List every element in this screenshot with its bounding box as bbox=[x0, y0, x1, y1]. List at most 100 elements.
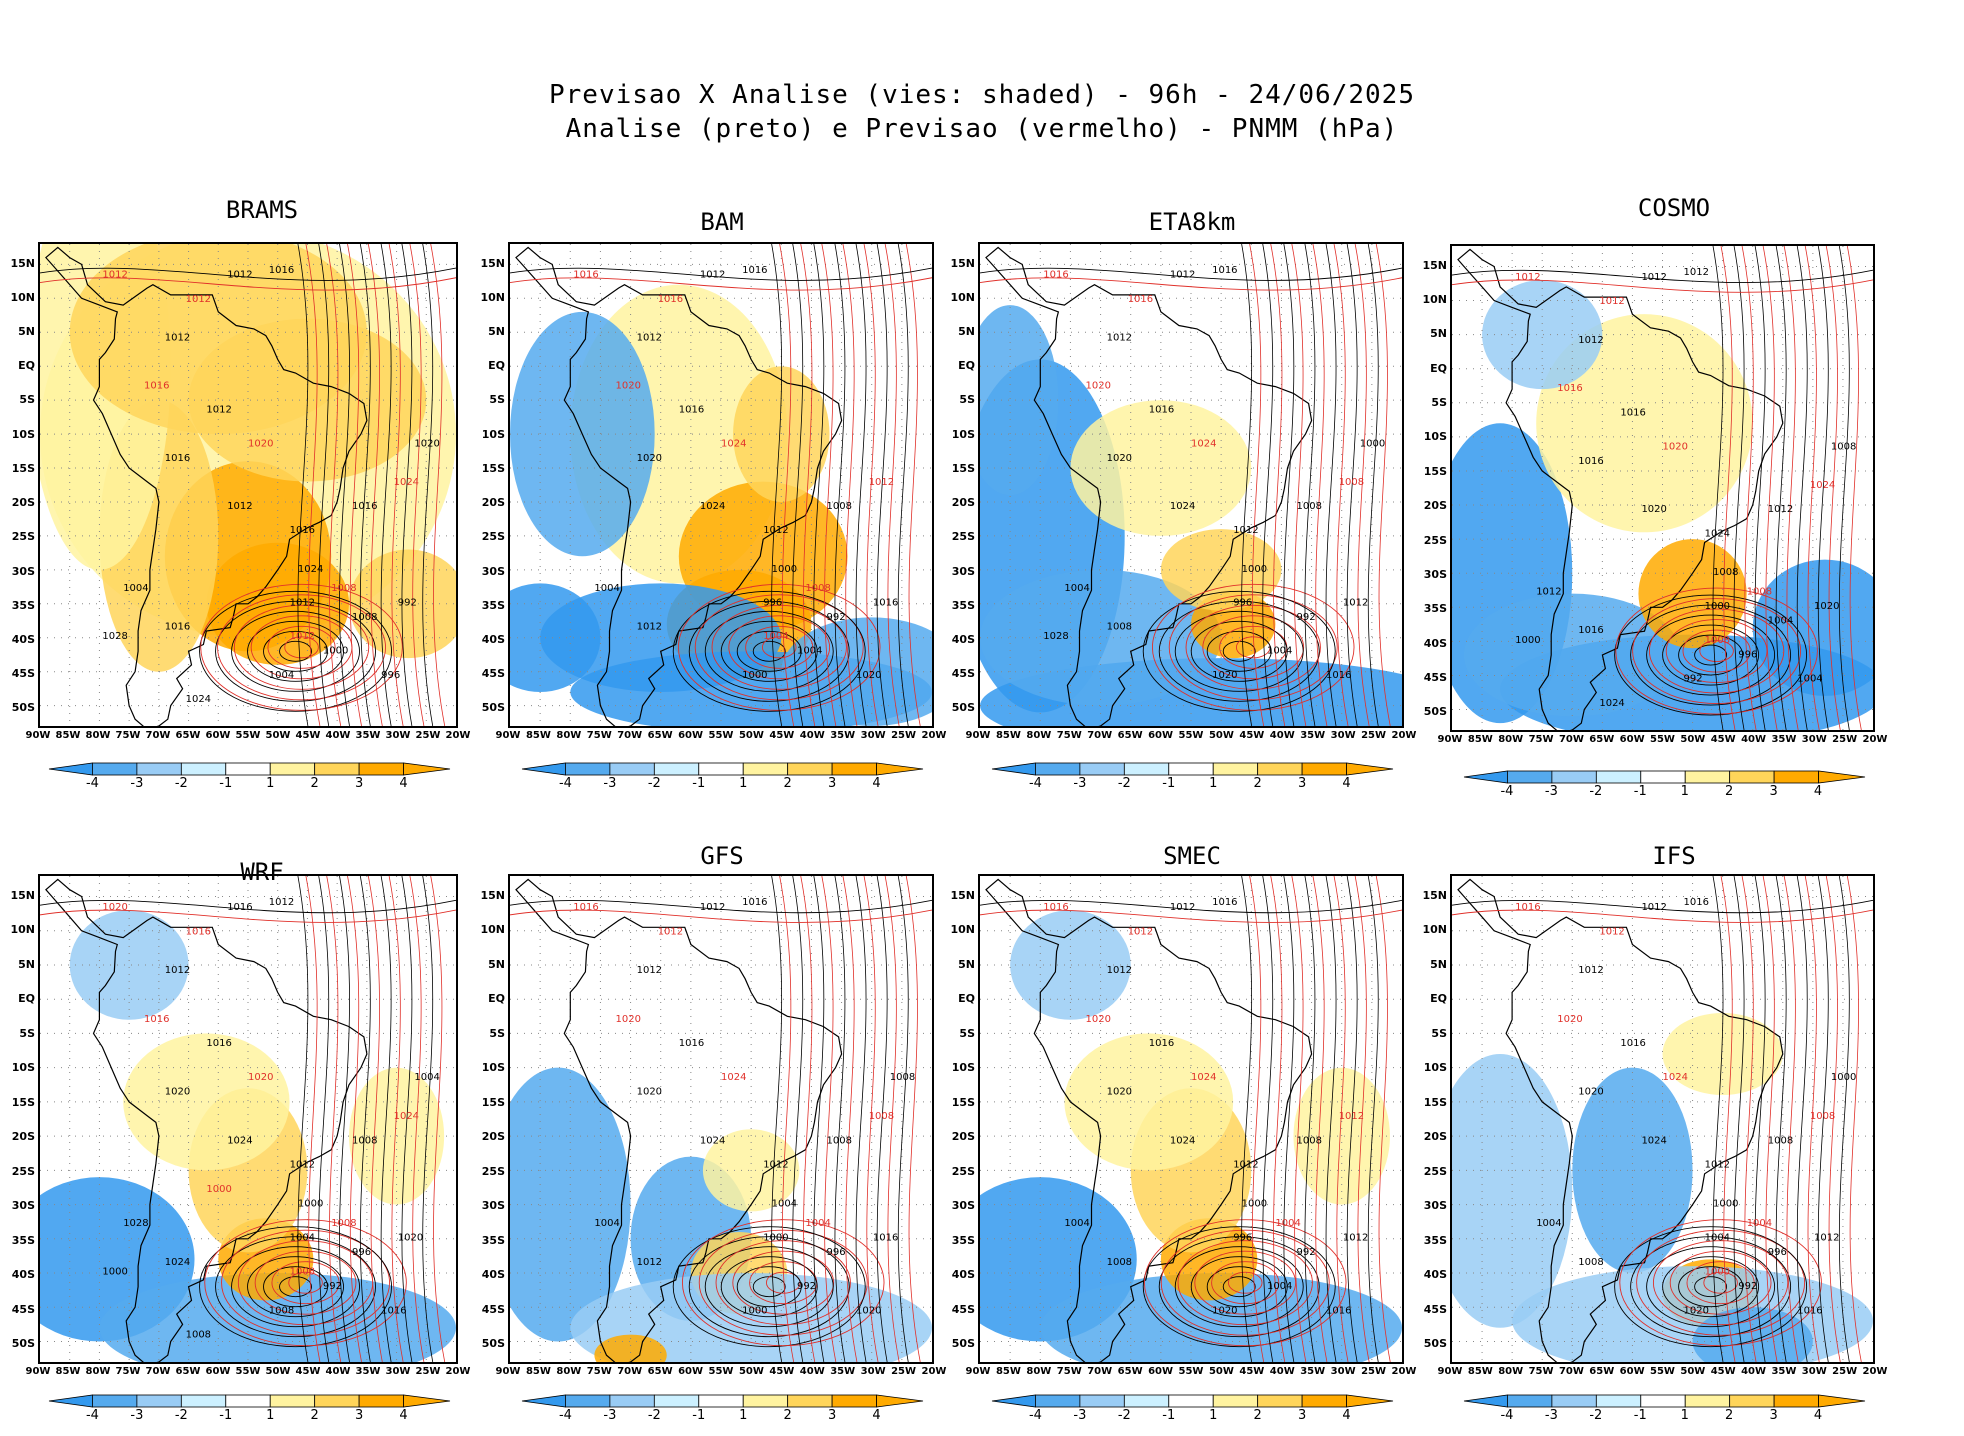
colorbar-segment bbox=[609, 1394, 655, 1408]
colorbar-label: 3 bbox=[827, 1408, 837, 1423]
longitude-label: 50W bbox=[738, 1366, 764, 1377]
analysis-isobar-label: 1012 bbox=[1170, 902, 1195, 913]
forecast-isobar bbox=[1846, 876, 1862, 1362]
longitude-label: 55W bbox=[1650, 1366, 1675, 1377]
colorbar-segment bbox=[742, 762, 789, 776]
forecast-isobar-label: 1016 bbox=[1043, 270, 1068, 281]
forecast-isobar-label: 1008 bbox=[290, 1267, 315, 1278]
longitude-label: 90W bbox=[25, 730, 51, 741]
forecast-isobar bbox=[1354, 244, 1370, 726]
analysis-isobar-label: 1012 bbox=[1641, 902, 1666, 913]
longitude-label: 90W bbox=[495, 730, 521, 741]
analysis-isobar bbox=[897, 244, 909, 726]
longitude-label: 75W bbox=[1056, 730, 1082, 741]
map-canvas: 1016 1012 1012 1016 1020 1024 1012 1008 1000 996 9… bbox=[510, 244, 932, 726]
colorbar-segment bbox=[136, 1394, 182, 1408]
analysis-isobar bbox=[834, 244, 846, 726]
forecast-isobar-label: 1012 bbox=[102, 270, 127, 281]
analysis-isobar bbox=[40, 267, 456, 281]
analysis-isobar-label: 1012 bbox=[290, 1160, 315, 1171]
panel-title: SMEC bbox=[1163, 842, 1221, 870]
longitude-label: 90W bbox=[965, 730, 991, 741]
analysis-isobar bbox=[359, 876, 371, 1362]
forecast-isobar bbox=[1270, 876, 1286, 1362]
forecast-isobar-label: 1024 bbox=[1191, 438, 1216, 449]
forecast-isobar bbox=[842, 244, 858, 726]
latitude-label: EQ bbox=[18, 992, 35, 1006]
latitude-label: 10S bbox=[1423, 1061, 1447, 1075]
analysis-isobar-label: 1004 bbox=[1267, 646, 1292, 657]
latitude-label: 50S bbox=[481, 1337, 505, 1351]
colorbar-segment bbox=[92, 1394, 138, 1408]
analysis-isobar-label: 1012 bbox=[1768, 504, 1793, 515]
latitude-label: EQ bbox=[958, 992, 975, 1006]
forecast-isobar bbox=[980, 909, 1402, 923]
latitude-label: 35S bbox=[11, 598, 35, 612]
colorbar-arrow-right bbox=[1346, 762, 1394, 776]
analysis-isobar-label: 1012 bbox=[1343, 1233, 1368, 1244]
forecast-isobar bbox=[1846, 246, 1862, 730]
analysis-isobar-label: 1000 bbox=[742, 1305, 767, 1316]
colorbar-segment bbox=[1301, 1394, 1347, 1408]
analysis-isobar bbox=[1733, 246, 1745, 730]
analysis-isobar-label: 1000 bbox=[1242, 1198, 1267, 1209]
longitude-label: 70W bbox=[1087, 730, 1113, 741]
coastline bbox=[45, 246, 368, 726]
forecast-isobar-label: 1024 bbox=[1663, 1072, 1688, 1083]
longitude-label: 85W bbox=[55, 1366, 81, 1377]
coastline bbox=[1457, 878, 1784, 1362]
analysis-isobar bbox=[1662, 624, 1760, 686]
forecast-isobar bbox=[1202, 615, 1305, 680]
latitude-label: 40S bbox=[951, 1268, 975, 1282]
latitude-label: 30S bbox=[11, 564, 35, 578]
colorbar-label: 4 bbox=[1342, 776, 1351, 791]
analysis-isobar-label: 992 bbox=[797, 1281, 816, 1292]
forecast-isobar bbox=[284, 636, 319, 659]
colorbar-label: 4 bbox=[872, 776, 881, 791]
longitude-label: 75W bbox=[1056, 1366, 1082, 1377]
analysis-isobar bbox=[1733, 876, 1745, 1362]
forecast-isobar bbox=[200, 583, 403, 711]
longitude-label: 55W bbox=[1650, 734, 1675, 745]
forecast-isobar-label: 1008 bbox=[869, 1111, 894, 1122]
colorbar-label: -1 bbox=[692, 776, 706, 791]
analysis-isobar bbox=[380, 244, 392, 726]
longitude-label: 80W bbox=[85, 730, 111, 741]
longitude-label: 35W bbox=[1300, 1366, 1326, 1377]
colorbar-label: 1 bbox=[1209, 1408, 1218, 1423]
analysis-isobar bbox=[1817, 876, 1829, 1362]
bias-shading bbox=[1752, 559, 1873, 696]
analysis-isobar bbox=[1838, 246, 1850, 730]
analysis-isobar-label: 1004 bbox=[414, 1072, 439, 1083]
longitude-label: 25W bbox=[415, 1366, 441, 1377]
colorbar-segment bbox=[1684, 770, 1730, 784]
colorbar-label: 2 bbox=[1725, 784, 1734, 799]
latitude-label: 50S bbox=[1423, 705, 1447, 719]
latitude-label: 50S bbox=[11, 701, 35, 715]
forecast-isobar-label: 1016 bbox=[1515, 902, 1540, 913]
forecast-isobar bbox=[800, 244, 816, 726]
analysis-isobar bbox=[980, 899, 1402, 914]
analysis-isobar-label: 1012 bbox=[763, 1160, 788, 1171]
analysis-isobar-label: 1008 bbox=[1713, 567, 1738, 578]
analysis-isobar-label: 1020 bbox=[414, 438, 439, 449]
latitude-label: 5N bbox=[958, 957, 975, 971]
forecast-isobar-label: 1012 bbox=[1599, 296, 1624, 307]
analysis-isobar bbox=[1646, 1246, 1776, 1328]
latitude-label: 10N bbox=[950, 923, 975, 937]
analysis-isobar-label: 1020 bbox=[856, 1305, 881, 1316]
latitude-label: 30S bbox=[951, 1199, 975, 1213]
colorbar-segment bbox=[653, 1394, 700, 1408]
forecast-isobar-label: 1024 bbox=[1810, 480, 1835, 491]
colorbar-segment bbox=[831, 762, 877, 776]
map-panel-gfs: 1016 1012 1012 1016 1020 1024 1012 1008 1004 1000… bbox=[508, 874, 934, 1364]
forecast-isobar bbox=[884, 876, 900, 1362]
colorbar-segment bbox=[314, 1394, 360, 1408]
forecast-isobar-label: 1024 bbox=[721, 438, 746, 449]
analysis-isobar bbox=[40, 899, 456, 914]
latitude-label: 15S bbox=[951, 1095, 975, 1109]
bias-shading bbox=[123, 1033, 290, 1171]
longitude-label: 40W bbox=[799, 1366, 825, 1377]
colorbar-label: 1 bbox=[739, 776, 748, 791]
longitude-label: 25W bbox=[1361, 1366, 1387, 1377]
